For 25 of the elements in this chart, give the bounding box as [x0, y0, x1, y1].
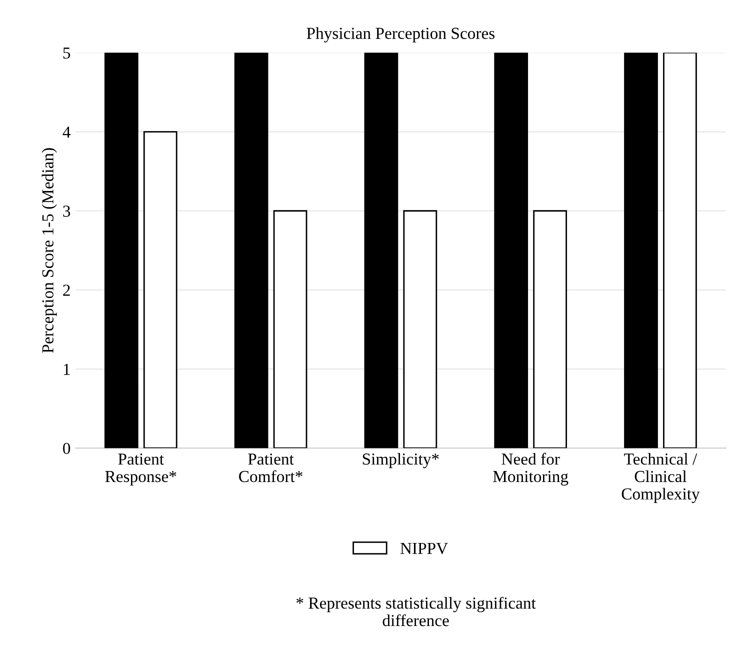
bar [663, 52, 697, 448]
y-tick-label: 2 [63, 284, 70, 296]
y-axis-title: Perception Score 1-5 (Median) [42, 148, 57, 353]
text: * Represents statistically significant difference [296, 596, 536, 626]
bar [533, 210, 567, 448]
bar [234, 52, 268, 448]
x-tick-label: Patient Comfort* [239, 454, 302, 482]
y-tick-label: 1 [64, 364, 70, 375]
bar [273, 210, 308, 448]
bar [403, 210, 438, 448]
x-tick-label: Simplicity* [362, 452, 439, 468]
chart-title: Physician Perception Scores [306, 27, 494, 42]
x-tick-label: Need for Monitoring [493, 452, 568, 486]
y-tick-label: 4 [62, 126, 70, 138]
x-tick-label: Patient Response* [105, 454, 176, 486]
bar [494, 52, 528, 448]
legend-label: NIPPV [400, 542, 448, 554]
bar [143, 131, 178, 448]
y-tick-label: 3 [63, 206, 70, 217]
bar [104, 52, 138, 448]
bar [624, 52, 658, 448]
y-tick-label: 5 [63, 48, 70, 59]
bar [364, 52, 398, 448]
x-tick-label: Technical / Clinical Complexity [622, 452, 700, 503]
y-tick-label: 0 [63, 442, 70, 454]
